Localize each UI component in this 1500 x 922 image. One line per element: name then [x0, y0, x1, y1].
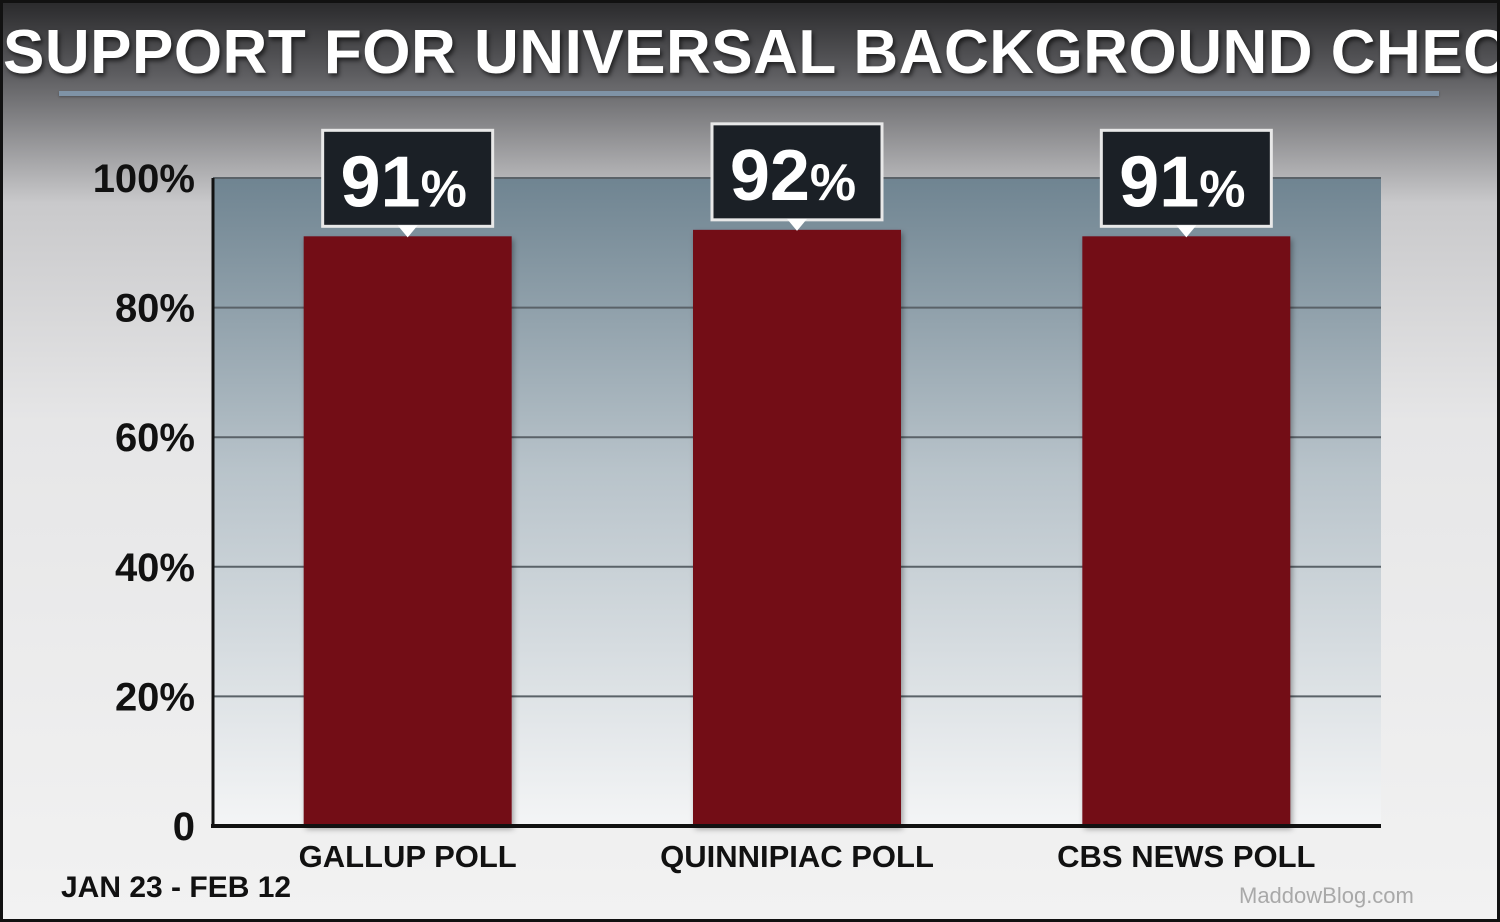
y-tick-label: 20% [115, 675, 195, 719]
date-range-note: JAN 23 - FEB 12 [61, 871, 292, 904]
x-tick-label: GALLUP POLL [299, 839, 517, 874]
watermark: MaddowBlog.com [1239, 883, 1414, 908]
data-label: 91% [340, 142, 466, 222]
bar-chart: 0 20% 40% 60% 80% 100% GALLUP POLL 91% QUINNIPI… [93, 122, 1381, 874]
y-tick-label: 40% [115, 546, 195, 590]
data-label: 91% [1119, 142, 1245, 222]
data-label: 92% [730, 136, 856, 216]
callout-pointer [1176, 225, 1197, 238]
y-tick-label: 0 [173, 805, 195, 849]
x-tick-label: CBS NEWS POLL [1057, 839, 1315, 874]
y-tick-label: 60% [115, 416, 195, 460]
bar [303, 236, 512, 826]
y-tick-label: 80% [115, 287, 195, 331]
value-callout-box [1099, 128, 1273, 228]
callout-pointer [397, 225, 418, 238]
title-underline [59, 91, 1439, 96]
y-tick-label: 100% [93, 157, 195, 201]
callout-pointer [787, 218, 807, 231]
x-tick-label: QUINNIPIAC POLL [660, 839, 934, 874]
bar [693, 229, 901, 827]
chart-title: SUPPORT FOR UNIVERSAL BACKGROUND CHECKS [3, 18, 1500, 87]
bar [1082, 236, 1291, 826]
